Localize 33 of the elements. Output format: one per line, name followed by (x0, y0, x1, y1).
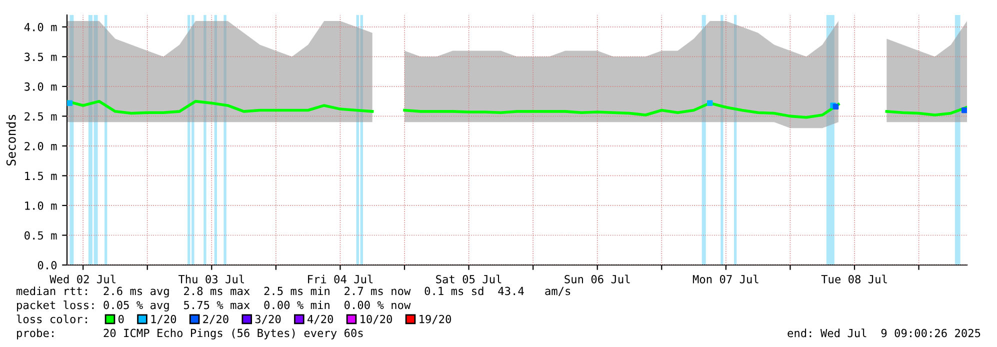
y-tick-label: 3.5 m (24, 52, 57, 62)
y-tick-label: 2.5 m (24, 112, 57, 121)
y-tick-label: 0.0 (38, 261, 57, 270)
legend-label: 0 (118, 314, 124, 324)
x-tick-label: Thu 03 Jul (178, 274, 244, 284)
x-tick-label: Fri 04 Jul (308, 274, 373, 284)
y-axis-title: Seconds (6, 114, 16, 166)
x-tick-label: Sat 05 Jul (436, 274, 502, 284)
x-tick-label: Sun 06 Jul (564, 274, 630, 284)
text: end: Wed Jul 9 09:00:26 2025 (788, 328, 980, 338)
x-tick-label: Tue 08 Jul (821, 274, 887, 284)
y-tick-label: 1.0 m (25, 201, 57, 210)
point (832, 104, 839, 110)
x-tick-label: Wed 02 Jul (50, 274, 116, 284)
legend-label: 10/20 (360, 314, 392, 324)
legend-label: 2/20 (203, 314, 228, 324)
point (67, 100, 73, 106)
y-tick-label: 4.0 m (24, 22, 57, 32)
y-tick-label: 1.5 m (25, 172, 57, 180)
text: median rtt: 2.6 ms avg 2.8 ms max 2.5 ms min 2.7 ms now 0.1 ms sd 43.4 am/s (16, 286, 570, 298)
legend-label: 4/20 (308, 314, 333, 324)
legend-title: loss color: (16, 314, 87, 324)
y-tick-label: 2.0 m (24, 142, 57, 150)
x-tick-label: Mon 07 Jul (692, 274, 758, 284)
y-tick-label: 3.0 m (24, 82, 57, 91)
point (961, 107, 967, 114)
text: probe: 20 ICMP Echo Pings (56 Bytes) every 60s (17, 328, 363, 340)
point (706, 100, 713, 106)
legend-label: 19/20 (420, 314, 451, 324)
legend-label: 3/20 (255, 314, 281, 324)
text: packet loss: 0.05 % avg 5.75 % max 0.00 % min 0.00 % now (17, 300, 411, 312)
legend-label: 1/20 (151, 314, 176, 324)
y-tick-label: 0.5 m (24, 231, 57, 240)
